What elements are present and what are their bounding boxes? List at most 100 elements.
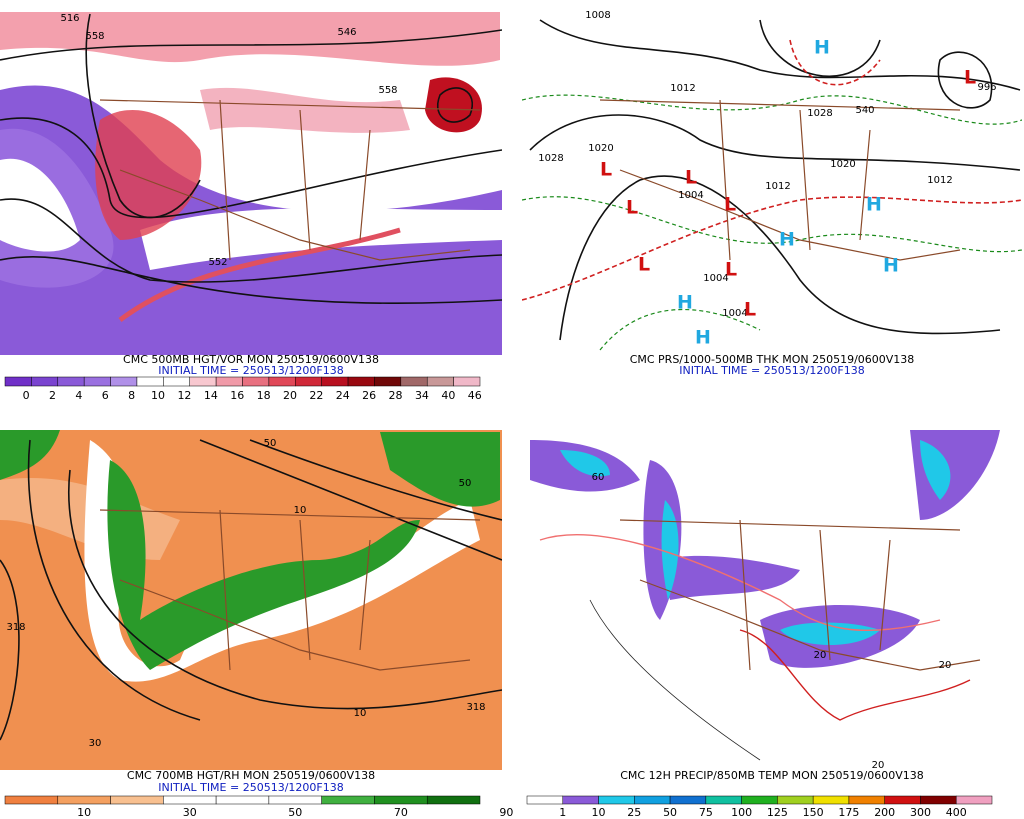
contour-label: 1004 (678, 190, 703, 201)
legend-label: 25 (627, 806, 641, 819)
contour-label: 1008 (585, 10, 610, 21)
legend-label: 10 (592, 806, 606, 819)
legend-swatch (741, 795, 778, 805)
legend-label: 6 (102, 389, 109, 402)
legend-swatch (242, 376, 270, 387)
low-marker: L (744, 299, 756, 321)
legend-label: 1 (559, 806, 566, 819)
contour-label: 50 (264, 438, 277, 449)
legend-label: 22 (309, 389, 323, 402)
legend-swatch (426, 795, 481, 805)
legend-swatch (374, 795, 428, 805)
legend-label: 26 (362, 389, 376, 402)
legend-label: 28 (389, 389, 403, 402)
legend-label: 12 (177, 389, 191, 402)
contour-label: 1020 (830, 159, 855, 170)
contour-label: 1004 (703, 273, 728, 284)
legend-label: 46 (468, 389, 482, 402)
legend-swatch (374, 376, 402, 387)
legend-swatch (400, 376, 428, 387)
contour-label: 1028 (538, 153, 563, 164)
high-marker: H (814, 37, 830, 59)
legend-label: 50 (288, 806, 302, 819)
legend-swatch (848, 795, 885, 805)
legend-swatch (321, 376, 349, 387)
legend-label: 16 (230, 389, 244, 402)
contour-label: 318 (6, 622, 25, 633)
contour-label: 10 (354, 708, 367, 719)
contour-label: 318 (466, 702, 485, 713)
contour-label: 516 (60, 13, 79, 24)
high-marker: H (695, 327, 711, 349)
legend-swatch (4, 376, 32, 387)
legend-swatch (4, 795, 59, 805)
legend-label: 14 (204, 389, 218, 402)
legend-label: 18 (257, 389, 271, 402)
low-marker: L (638, 254, 650, 276)
legend-swatch (215, 795, 270, 805)
vorticity-map (0, 12, 502, 355)
legend-label: 30 (183, 806, 197, 819)
contour-label: 1004 (722, 308, 747, 319)
pressure-map (522, 12, 1022, 355)
contour-label: 996 (977, 82, 996, 93)
legend-swatch (526, 795, 564, 805)
low-marker: L (964, 67, 976, 89)
low-marker: L (724, 194, 736, 216)
legend-label: 40 (441, 389, 455, 402)
contour-label: 1012 (670, 83, 695, 94)
legend-swatch (189, 376, 217, 387)
low-marker: L (725, 259, 737, 281)
legend-label: 10 (77, 806, 91, 819)
legend-swatch (110, 376, 138, 387)
contour-label: 1028 (807, 108, 832, 119)
legend-swatch (884, 795, 921, 805)
contour-label: 10 (294, 505, 307, 516)
legend-swatch (295, 376, 322, 387)
legend-swatch (57, 376, 85, 387)
legend-label: 100 (731, 806, 752, 819)
init-time: INITIAL TIME = 250513/1200F138 (158, 364, 343, 377)
legend-swatch (215, 376, 243, 387)
legend-swatch (634, 795, 671, 805)
legend-swatch (777, 795, 814, 805)
legend-label: 0 (23, 389, 30, 402)
legend-swatch (426, 376, 454, 387)
low-marker: L (626, 197, 638, 219)
legend-swatch (163, 795, 217, 805)
legend-label: 200 (874, 806, 895, 819)
legend-swatch (31, 376, 59, 387)
high-marker: H (677, 292, 693, 314)
legend-swatch (920, 795, 957, 805)
legend-swatch (598, 795, 635, 805)
panel-caption: CMC PRS/1000-500MB THK MON 250519/0600V1… (630, 353, 915, 366)
legend-label: 20 (283, 389, 297, 402)
legend-swatch (83, 376, 111, 387)
legend-swatch (321, 795, 375, 805)
legend-label: 150 (803, 806, 824, 819)
legend-label: 400 (946, 806, 967, 819)
contour-label: 1012 (765, 181, 790, 192)
legend-swatch (669, 795, 707, 805)
legend-swatch (562, 795, 599, 805)
legend-label: 10 (151, 389, 165, 402)
legend-label: 90 (499, 806, 513, 819)
contour-label: 552 (208, 257, 227, 268)
legend-label: 125 (767, 806, 788, 819)
legend-label: 50 (663, 806, 677, 819)
legend-swatch (268, 376, 296, 387)
high-marker: H (866, 194, 882, 216)
legend-swatch (57, 795, 111, 805)
contour-label: 1020 (588, 143, 613, 154)
legend-label: 300 (910, 806, 931, 819)
contour-label: 558 (85, 31, 104, 42)
legend-label: 8 (128, 389, 135, 402)
contour-label: 20 (814, 650, 827, 661)
contour-label: 1012 (927, 175, 952, 186)
legend-swatch (110, 795, 164, 805)
legend-label: 24 (336, 389, 350, 402)
contour-label: 540 (855, 105, 874, 116)
init-time: INITIAL TIME = 250513/1200F138 (158, 781, 343, 794)
legend-label: 175 (838, 806, 859, 819)
